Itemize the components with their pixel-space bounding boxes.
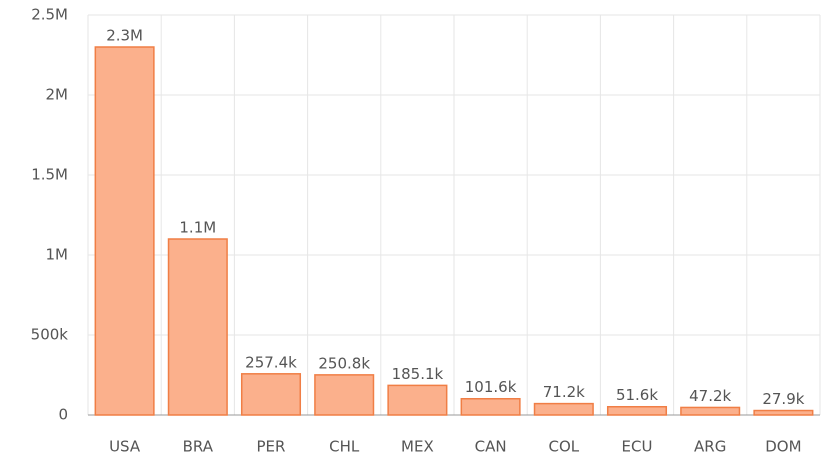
data-label: 51.6k [616, 386, 658, 404]
data-label: 185.1k [392, 365, 444, 383]
data-label: 2.3M [106, 27, 143, 45]
y-tick-label: 500k [31, 326, 69, 344]
data-label: 27.9k [762, 390, 804, 408]
bar [387, 384, 448, 416]
y-tick-label: 1M [46, 246, 69, 264]
x-tick-label: USA [109, 438, 141, 456]
y-tick-label: 1.5M [31, 166, 68, 184]
x-tick-label: MEX [401, 438, 434, 456]
data-label: 257.4k [245, 353, 297, 371]
y-tick-label: 2.5M [31, 6, 68, 24]
data-label: 250.8k [318, 354, 370, 372]
x-tick-label: CHL [329, 438, 360, 456]
data-label: 101.6k [465, 378, 517, 396]
bar [314, 374, 375, 416]
bar [753, 409, 814, 416]
x-tick-label: ECU [622, 438, 653, 456]
data-label: 71.2k [543, 383, 585, 401]
bar [167, 238, 228, 416]
x-tick-label: BRA [183, 438, 214, 456]
bar [460, 397, 521, 416]
bar [94, 46, 155, 416]
x-tick-label: PER [257, 438, 286, 456]
data-label: 1.1M [179, 219, 216, 237]
x-tick-label: COL [548, 438, 579, 456]
data-label: 47.2k [689, 387, 731, 405]
x-tick-label: CAN [475, 438, 507, 456]
x-tick-label: ARG [694, 438, 726, 456]
bar [533, 402, 594, 416]
bar [240, 373, 302, 416]
y-tick-label: 0 [58, 406, 68, 424]
x-tick-label: DOM [765, 438, 801, 456]
y-tick-label: 2M [46, 86, 69, 104]
bar [606, 405, 668, 416]
bar [680, 406, 741, 416]
